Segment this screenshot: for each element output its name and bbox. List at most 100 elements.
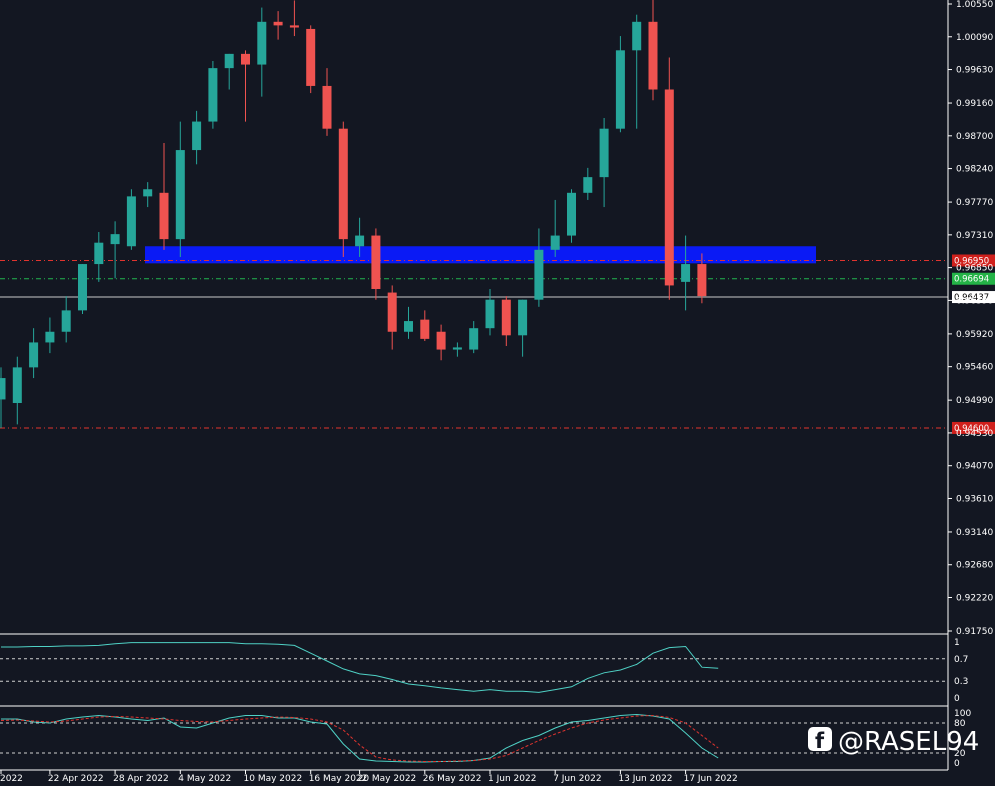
- candle-body: [534, 249, 544, 300]
- price-tick-label: 1.00550: [956, 0, 993, 10]
- candle-body: [175, 150, 185, 240]
- price-tick-label: 0.97310: [956, 231, 993, 241]
- candle-body: [420, 319, 430, 339]
- candle-body: [45, 331, 55, 343]
- level-label: 0.96694: [954, 275, 989, 285]
- date-axis: 2022 22 Apr 2022 28 Apr 2022 4 May 2022 10 M…: [0, 770, 738, 784]
- date-tick-label: 17 Jun 2022: [684, 774, 738, 784]
- candle: [322, 68, 332, 136]
- candle-body: [110, 234, 120, 245]
- candle: [241, 50, 250, 122]
- candle-body: [0, 378, 6, 400]
- price-tick-label: 0.94530: [956, 429, 993, 439]
- candle: [273, 11, 283, 40]
- price-tick-label: 0.93140: [956, 528, 993, 538]
- price-tick-label: 0.92680: [956, 561, 993, 571]
- candle-body: [485, 299, 495, 329]
- candle-body: [257, 21, 267, 65]
- watermark-handle: @RASEL94: [838, 727, 979, 757]
- candle-body: [12, 367, 22, 403]
- candle: [387, 285, 397, 350]
- candle-body: [241, 53, 250, 65]
- candle-body: [648, 21, 658, 90]
- level-label: 0.96437: [954, 293, 989, 303]
- candle: [94, 232, 104, 282]
- date-tick-label: 26 May 2022: [423, 774, 482, 784]
- level-label-box: [952, 421, 995, 434]
- level-label: 0.94600: [954, 424, 989, 434]
- candle-body: [208, 68, 218, 122]
- candle: [420, 310, 430, 342]
- candle: [289, 0, 299, 37]
- candle: [175, 121, 185, 257]
- date-tick-label: 16 May 2022: [309, 774, 368, 784]
- price-tick-label: 0.95920: [956, 330, 993, 340]
- osc2-k-line: [1, 713, 719, 763]
- date-tick-label: 7 Jun 2022: [553, 774, 601, 784]
- osc2-tick-label: 20: [954, 749, 966, 759]
- candle-body: [159, 192, 169, 240]
- candle-body: [338, 128, 348, 240]
- osc1-tick-label: 1: [954, 638, 960, 648]
- candle: [143, 182, 153, 208]
- candlesticks: [0, 0, 707, 428]
- candle: [355, 217, 365, 257]
- candle-body: [387, 292, 397, 332]
- facebook-icon-glyph: f: [815, 729, 825, 753]
- date-tick-label: 22 Apr 2022: [48, 774, 104, 784]
- price-tick-label: 0.96850: [956, 264, 993, 274]
- candle-body: [29, 342, 39, 368]
- candle: [534, 228, 544, 307]
- zone-rectangle: [145, 246, 816, 264]
- level-label-box: [952, 291, 995, 304]
- candle-body: [273, 21, 283, 26]
- candle-body: [192, 121, 202, 151]
- date-tick-label: 20 May 2022: [358, 774, 417, 784]
- candle-body: [681, 264, 691, 282]
- candle: [45, 317, 55, 354]
- price-tick-label: 0.97770: [956, 198, 993, 208]
- facebook-icon: [808, 727, 832, 751]
- osc1-tick-label: 0: [954, 694, 960, 704]
- watermark: f @RASEL94: [808, 727, 979, 757]
- candle: [306, 25, 316, 94]
- osc2-tick-label: 80: [954, 719, 966, 729]
- candle: [567, 189, 576, 243]
- candle: [126, 189, 136, 250]
- candle-body: [615, 50, 625, 129]
- candle-body: [436, 331, 446, 350]
- candle-body: [78, 264, 87, 311]
- candle-body: [469, 328, 479, 350]
- candle-body: [371, 235, 381, 289]
- candle-body: [518, 299, 528, 336]
- candle: [208, 61, 218, 129]
- osc1-tick-label: 0.7: [954, 655, 968, 665]
- price-tick-label: 0.94070: [956, 462, 993, 472]
- price-tick-label: 0.98700: [956, 132, 993, 142]
- candle: [664, 57, 674, 300]
- candle: [224, 53, 234, 90]
- candle: [583, 167, 593, 200]
- candle: [632, 14, 642, 129]
- osc1-tick-label: 0.3: [954, 677, 968, 687]
- candle-body: [599, 128, 609, 178]
- candle-body: [632, 21, 642, 51]
- osc2-d-line: [0, 714, 719, 762]
- date-tick-label: 2022: [0, 774, 23, 784]
- supply-demand-zone: [145, 246, 816, 264]
- candle: [29, 328, 39, 379]
- candle: [404, 306, 413, 339]
- candle: [485, 289, 495, 336]
- level-label-box: [952, 272, 995, 285]
- candle: [436, 324, 446, 361]
- price-tick-label: 1.00090: [956, 33, 993, 43]
- oscillator-panel-1: 1 0.7 0.3 0: [0, 638, 968, 704]
- candle-body: [664, 89, 674, 286]
- price-tick-label: 0.91750: [956, 627, 993, 637]
- price-tick-label: 0.96390: [956, 296, 993, 306]
- candle: [648, 0, 658, 101]
- date-tick-label: 4 May 2022: [178, 774, 231, 784]
- candle: [518, 299, 528, 357]
- candle: [452, 342, 462, 357]
